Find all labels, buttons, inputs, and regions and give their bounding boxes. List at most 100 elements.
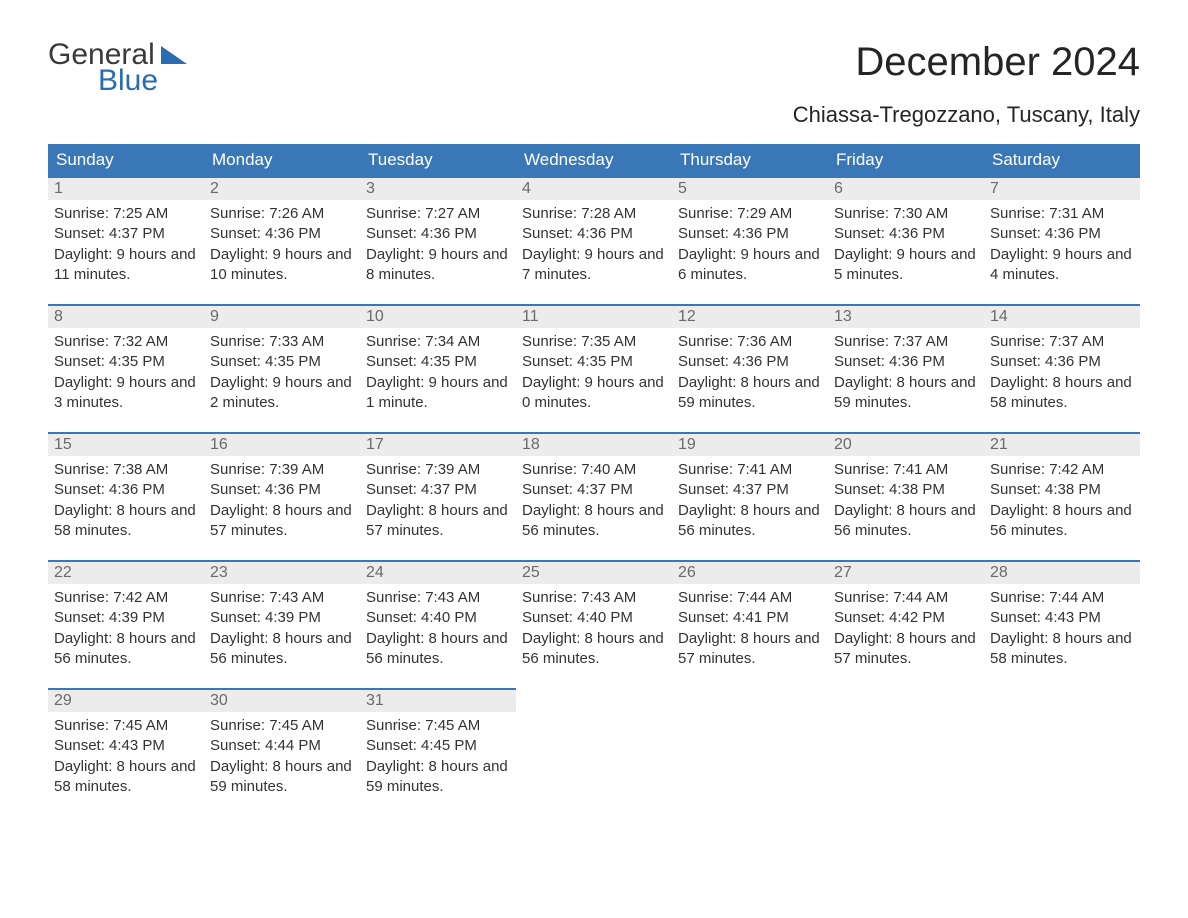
calendar-row: 8Sunrise: 7:32 AMSunset: 4:35 PMDaylight…: [48, 304, 1140, 432]
calendar-cell: [828, 688, 984, 816]
location-subtitle: Chiassa-Tregozzano, Tuscany, Italy: [48, 102, 1140, 128]
sunset-line: Sunset: 4:39 PM: [54, 608, 198, 628]
day-number: 2: [210, 180, 354, 198]
sunset-line: Sunset: 4:35 PM: [366, 352, 510, 372]
sunset-line: Sunset: 4:36 PM: [54, 480, 198, 500]
sunset-line: Sunset: 4:45 PM: [366, 736, 510, 756]
sunrise-line: Sunrise: 7:29 AM: [678, 204, 822, 224]
calendar-cell: 18 Sunrise: 7:40 AMSunset: 4:37 PMDayligh…: [516, 432, 672, 560]
sunset-line: Sunset: 4:36 PM: [834, 352, 978, 372]
day-number: 30: [210, 692, 354, 710]
weekday-header: Sunday: [48, 144, 204, 176]
sunset-line: Sunset: 4:36 PM: [522, 224, 666, 244]
sunrise-line: Sunrise: 7:43 AM: [366, 588, 510, 608]
day-number: 21: [990, 436, 1134, 454]
day-number: 5: [678, 180, 822, 198]
sunrise-line: Sunrise: 7:35 AM: [522, 332, 666, 352]
weekday-header: Tuesday: [360, 144, 516, 176]
calendar-cell: 16Sunrise: 7:39 AMSunset: 4:36 PMDayligh…: [204, 432, 360, 560]
sunset-line: Sunset: 4:38 PM: [834, 480, 978, 500]
daylight-line: Daylight: 8 hours and 57 minutes.: [366, 501, 510, 542]
day-number: 18: [522, 436, 666, 454]
calendar-cell: 26Sunrise: 7:44 AMSunset: 4:41 PMDayligh…: [672, 560, 828, 688]
daylight-line: Daylight: 8 hours and 56 minutes.: [54, 629, 198, 670]
sunrise-line: Sunrise: 7:44 AM: [678, 588, 822, 608]
day-body: Sunrise: 7:30 AMSunset: 4:36 PMDaylight:…: [828, 200, 984, 289]
day-number: 25: [522, 564, 666, 582]
sunset-line: Sunset: 4:37 PM: [678, 480, 822, 500]
day-number: 4: [522, 180, 666, 198]
day-body: Sunrise: 7:40 AMSunset: 4:37 PMDaylight:…: [516, 456, 672, 545]
day-body: Sunrise: 7:38 AMSunset: 4:36 PMDaylight:…: [48, 456, 204, 545]
page-title: December 2024: [855, 40, 1140, 85]
day-number: 14: [990, 308, 1134, 326]
day-number: 16: [210, 436, 354, 454]
sunrise-line: Sunrise: 7:27 AM: [366, 204, 510, 224]
daylight-line: Daylight: 8 hours and 56 minutes.: [678, 501, 822, 542]
daylight-line: Daylight: 8 hours and 56 minutes.: [834, 501, 978, 542]
day-body: Sunrise: 7:45 AMSunset: 4:43 PMDaylight:…: [48, 712, 204, 801]
calendar-cell: [984, 688, 1140, 816]
day-number: 23: [210, 564, 354, 582]
day-body: Sunrise: 7:34 AMSunset: 4:35 PMDaylight:…: [360, 328, 516, 417]
calendar-cell: 12Sunrise: 7:36 AMSunset: 4:36 PMDayligh…: [672, 304, 828, 432]
day-number: 27: [834, 564, 978, 582]
day-body: Sunrise: 7:37 AMSunset: 4:36 PMDaylight:…: [984, 328, 1140, 417]
day-number: 15: [54, 436, 198, 454]
sunrise-line: Sunrise: 7:33 AM: [210, 332, 354, 352]
daylight-line: Daylight: 8 hours and 58 minutes.: [54, 757, 198, 798]
daylight-line: Daylight: 9 hours and 3 minutes.: [54, 373, 198, 414]
logo-sail-icon: [161, 46, 187, 64]
daylight-line: Daylight: 8 hours and 56 minutes.: [210, 629, 354, 670]
daylight-line: Daylight: 8 hours and 58 minutes.: [990, 629, 1134, 670]
sunrise-line: Sunrise: 7:41 AM: [678, 460, 822, 480]
sunrise-line: Sunrise: 7:37 AM: [990, 332, 1134, 352]
daylight-line: Daylight: 8 hours and 59 minutes.: [834, 373, 978, 414]
sunrise-line: Sunrise: 7:30 AM: [834, 204, 978, 224]
calendar-cell: 4Sunrise: 7:28 AMSunset: 4:36 PMDaylight…: [516, 176, 672, 304]
weekday-header: Monday: [204, 144, 360, 176]
daylight-line: Daylight: 9 hours and 10 minutes.: [210, 245, 354, 286]
calendar-cell: 25Sunrise: 7:43 AMSunset: 4:40 PMDayligh…: [516, 560, 672, 688]
logo: General Blue: [48, 40, 187, 96]
day-body: Sunrise: 7:43 AMSunset: 4:39 PMDaylight:…: [204, 584, 360, 673]
calendar-cell: 17Sunrise: 7:39 AMSunset: 4:37 PMDayligh…: [360, 432, 516, 560]
calendar-cell: 22Sunrise: 7:42 AMSunset: 4:39 PMDayligh…: [48, 560, 204, 688]
calendar-cell: 15 Sunrise: 7:38 AMSunset: 4:36 PMDayligh…: [48, 432, 204, 560]
day-body: Sunrise: 7:42 AMSunset: 4:39 PMDaylight:…: [48, 584, 204, 673]
day-body: Sunrise: 7:36 AMSunset: 4:36 PMDaylight:…: [672, 328, 828, 417]
calendar-cell: 10Sunrise: 7:34 AMSunset: 4:35 PMDayligh…: [360, 304, 516, 432]
sunrise-line: Sunrise: 7:44 AM: [834, 588, 978, 608]
sunset-line: Sunset: 4:43 PM: [54, 736, 198, 756]
calendar-cell: 1Sunrise: 7:25 AMSunset: 4:37 PMDaylight…: [48, 176, 204, 304]
day-body: Sunrise: 7:37 AMSunset: 4:36 PMDaylight:…: [828, 328, 984, 417]
calendar-cell: 6Sunrise: 7:30 AMSunset: 4:36 PMDaylight…: [828, 176, 984, 304]
day-number: 7: [990, 180, 1134, 198]
calendar-cell: [672, 688, 828, 816]
sunset-line: Sunset: 4:43 PM: [990, 608, 1134, 628]
sunset-line: Sunset: 4:36 PM: [990, 352, 1134, 372]
day-body: Sunrise: 7:39 AMSunset: 4:37 PMDaylight:…: [360, 456, 516, 545]
calendar-cell: 13 Sunrise: 7:37 AMSunset: 4:36 PMDayligh…: [828, 304, 984, 432]
day-body: Sunrise: 7:32 AMSunset: 4:35 PMDaylight:…: [48, 328, 204, 417]
calendar-cell: 27Sunrise: 7:44 AMSunset: 4:42 PMDayligh…: [828, 560, 984, 688]
calendar-cell: 24Sunrise: 7:43 AMSunset: 4:40 PMDayligh…: [360, 560, 516, 688]
calendar-cell: 29Sunrise: 7:45 AMSunset: 4:43 PMDayligh…: [48, 688, 204, 816]
sunset-line: Sunset: 4:35 PM: [54, 352, 198, 372]
sunset-line: Sunset: 4:37 PM: [366, 480, 510, 500]
calendar-cell: 23 Sunrise: 7:43 AMSunset: 4:39 PMDayligh…: [204, 560, 360, 688]
day-body: Sunrise: 7:43 AMSunset: 4:40 PMDaylight:…: [360, 584, 516, 673]
weekday-header-row: Sunday Monday Tuesday Wednesday Thursday…: [48, 144, 1140, 176]
daylight-line: Daylight: 9 hours and 4 minutes.: [990, 245, 1134, 286]
sunrise-line: Sunrise: 7:43 AM: [210, 588, 354, 608]
sunset-line: Sunset: 4:40 PM: [522, 608, 666, 628]
day-number: 13: [834, 308, 978, 326]
sunset-line: Sunset: 4:35 PM: [210, 352, 354, 372]
sunrise-line: Sunrise: 7:37 AM: [834, 332, 978, 352]
day-number: 31: [366, 692, 510, 710]
daylight-line: Daylight: 8 hours and 57 minutes.: [678, 629, 822, 670]
daylight-line: Daylight: 8 hours and 57 minutes.: [210, 501, 354, 542]
sunset-line: Sunset: 4:35 PM: [522, 352, 666, 372]
day-body: Sunrise: 7:29 AMSunset: 4:36 PMDaylight:…: [672, 200, 828, 289]
daylight-line: Daylight: 8 hours and 59 minutes.: [678, 373, 822, 414]
